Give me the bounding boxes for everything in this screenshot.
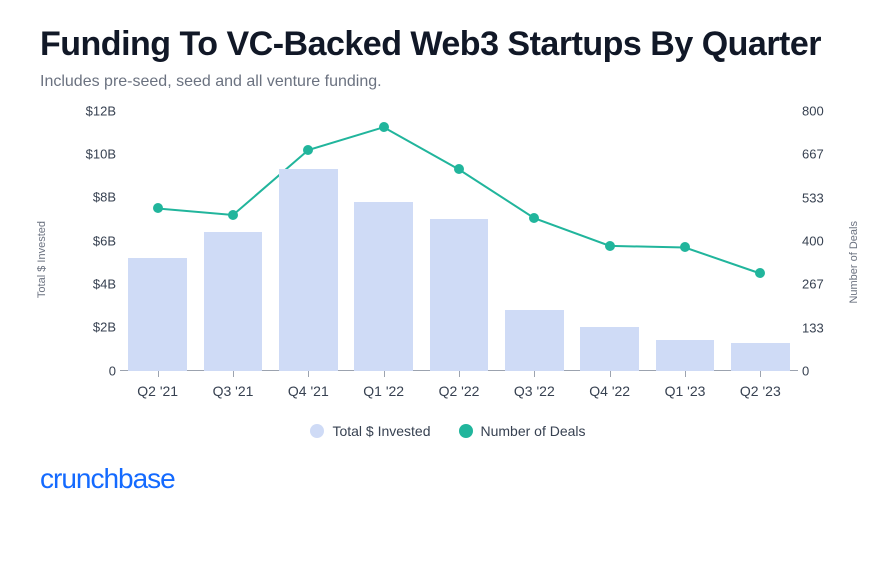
- bar: [204, 232, 263, 371]
- y-right-tick: 133: [802, 320, 842, 335]
- x-tick-mark: [233, 371, 234, 377]
- plot-area: 0$2B$4B$6B$8B$10B$12B0133267400533667800…: [120, 111, 798, 371]
- x-tick-mark: [384, 371, 385, 377]
- legend-marker-line: [459, 424, 473, 438]
- x-tick-label: Q2 '22: [439, 383, 480, 399]
- x-tick-mark: [158, 371, 159, 377]
- x-tick-label: Q1 '22: [363, 383, 404, 399]
- bar: [731, 343, 790, 371]
- x-tick-mark: [534, 371, 535, 377]
- legend: Total $ Invested Number of Deals: [40, 423, 856, 439]
- brand-logo: crunchbase: [40, 463, 856, 495]
- x-tick-label: Q3 '21: [213, 383, 254, 399]
- legend-item-bars: Total $ Invested: [310, 423, 430, 439]
- y-left-tick: $2B: [72, 320, 116, 335]
- bar: [279, 169, 338, 371]
- bar: [580, 327, 639, 370]
- y-right-tick: 0: [802, 363, 842, 378]
- x-tick-label: Q1 '23: [665, 383, 706, 399]
- legend-label-line: Number of Deals: [481, 423, 586, 439]
- x-tick-label: Q2 '23: [740, 383, 781, 399]
- x-tick-label: Q3 '22: [514, 383, 555, 399]
- y-left-tick: $10B: [72, 147, 116, 162]
- bar: [128, 258, 187, 371]
- y-right-tick: 400: [802, 233, 842, 248]
- line-marker: [153, 203, 163, 213]
- chart-container: Total $ Invested Number of Deals 0$2B$4B…: [40, 111, 856, 411]
- x-tick-mark: [760, 371, 761, 377]
- y-right-axis-label: Number of Deals: [848, 221, 860, 304]
- x-tick-mark: [685, 371, 686, 377]
- y-left-tick: $12B: [72, 103, 116, 118]
- legend-item-line: Number of Deals: [459, 423, 586, 439]
- chart-subtitle: Includes pre-seed, seed and all venture …: [40, 73, 856, 91]
- y-left-tick: 0: [72, 363, 116, 378]
- y-right-tick: 533: [802, 190, 842, 205]
- y-right-tick: 267: [802, 277, 842, 292]
- y-right-tick: 667: [802, 147, 842, 162]
- y-left-tick: $6B: [72, 233, 116, 248]
- x-tick-mark: [459, 371, 460, 377]
- y-right-tick: 800: [802, 103, 842, 118]
- x-tick-mark: [308, 371, 309, 377]
- chart-title: Funding To VC-Backed Web3 Startups By Qu…: [40, 24, 856, 65]
- x-tick-mark: [610, 371, 611, 377]
- bar: [656, 340, 715, 370]
- line-marker: [379, 122, 389, 132]
- legend-marker-bars: [310, 424, 324, 438]
- x-tick-label: Q2 '21: [137, 383, 178, 399]
- legend-label-bars: Total $ Invested: [332, 423, 430, 439]
- x-tick-label: Q4 '21: [288, 383, 329, 399]
- y-left-axis-label: Total $ Invested: [36, 221, 48, 298]
- bar: [430, 219, 489, 371]
- bar: [354, 202, 413, 371]
- x-tick-label: Q4 '22: [589, 383, 630, 399]
- bar: [505, 310, 564, 371]
- y-left-tick: $8B: [72, 190, 116, 205]
- line-marker: [228, 210, 238, 220]
- y-left-tick: $4B: [72, 277, 116, 292]
- line-marker: [605, 241, 615, 251]
